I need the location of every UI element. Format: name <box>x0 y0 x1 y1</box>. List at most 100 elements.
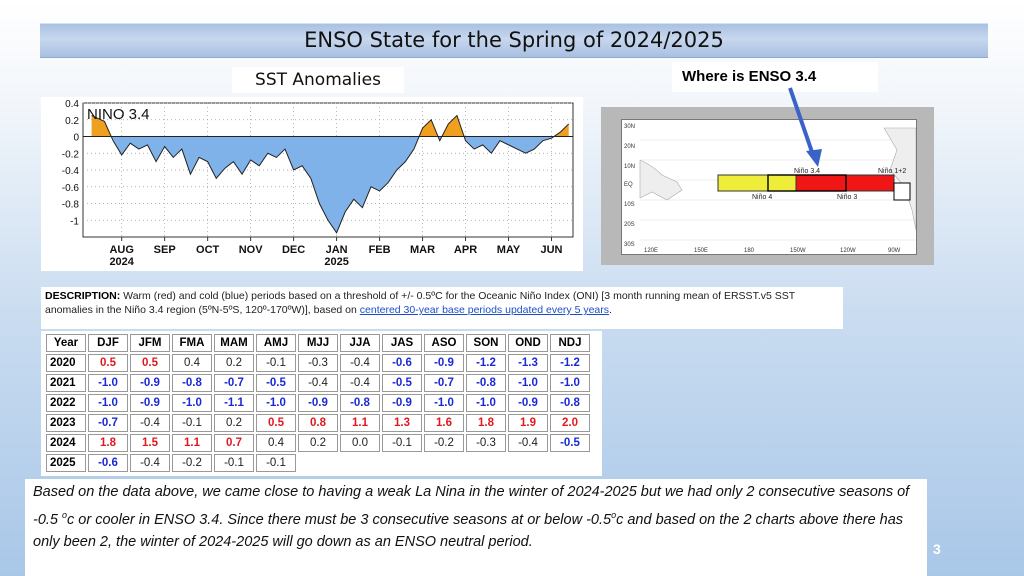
description-end: . <box>609 304 612 316</box>
x-tick-label: APR <box>454 244 477 256</box>
table-header-cell: FMA <box>172 334 212 352</box>
slide-title: ENSO State for the Spring of 2024/2025 <box>304 28 724 52</box>
x-tick-label: OCT <box>196 244 220 256</box>
oni-value-cell: -0.8 <box>466 374 506 392</box>
table-header-cell: Year <box>46 334 86 352</box>
lat-label: 20S <box>624 222 635 228</box>
nino3-region <box>795 174 895 192</box>
nino12-region <box>893 182 911 201</box>
oni-value-cell: -1.0 <box>466 394 506 412</box>
oni-value-cell: 1.8 <box>88 434 128 452</box>
table-row: 2021 -1.0 -0.9 -0.8 -0.7 -0.5 -0.4 -0.4 -0.5 -0.7… <box>46 374 590 392</box>
note-text-2: c or cooler in ENSO 3.4. Since there mus… <box>67 511 612 528</box>
x-tick-label: MAY <box>497 244 521 256</box>
oni-value-cell: -0.5 <box>256 374 296 392</box>
lat-label: 30S <box>624 242 635 248</box>
oni-value-cell: -0.2 <box>172 454 212 472</box>
lon-label: 90W <box>888 248 901 254</box>
lon-label: 120W <box>840 248 856 254</box>
oni-value-cell: -0.8 <box>550 394 590 412</box>
oni-value-cell: 0.5 <box>130 354 170 372</box>
year-cell: 2024 <box>46 434 86 452</box>
degree-symbol: o <box>611 509 617 520</box>
table-header-cell: JAS <box>382 334 422 352</box>
oni-value-cell: -0.9 <box>298 394 338 412</box>
lat-label: 10N <box>624 164 635 170</box>
x-tick-label: NOV <box>239 244 264 256</box>
lon-label: 150W <box>790 248 806 254</box>
map-panel: 30N 20N 10N EQ 10S 20S 30S 120E 150E 180… <box>621 119 917 255</box>
oni-value-cell: -0.6 <box>382 354 422 372</box>
x-tick-label: MAR <box>410 244 435 256</box>
table-row: 2024 1.8 1.5 1.1 0.7 0.4 0.2 0.0 -0.1 -0.2 -0.3 -0.… <box>46 434 590 452</box>
oni-value-cell: -0.4 <box>340 374 380 392</box>
oni-value-cell: -0.1 <box>382 434 422 452</box>
table-header-cell: MJJ <box>298 334 338 352</box>
oni-value-cell: -0.9 <box>424 354 464 372</box>
y-tick-label: -0.4 <box>62 166 80 177</box>
table-header-row: Year DJF JFM FMA MAM AMJ MJJ JJA JAS ASO SON OND NDJ <box>46 334 590 352</box>
oni-table: Year DJF JFM FMA MAM AMJ MJJ JJA JAS ASO SON OND NDJ… <box>44 332 592 474</box>
oni-value-cell: -1.0 <box>172 394 212 412</box>
oni-value-cell: -0.2 <box>424 434 464 452</box>
oni-value-cell: -1.0 <box>88 394 128 412</box>
base-period-link[interactable]: centered 30-year base periods updated ev… <box>359 304 610 316</box>
nino4-region <box>717 174 797 192</box>
oni-value-cell: -0.1 <box>172 414 212 432</box>
sst-anomalies-label: SST Anomalies <box>232 67 404 93</box>
oni-value-cell: -1.3 <box>508 354 548 372</box>
oni-value-cell: 2.0 <box>550 414 590 432</box>
table-header-cell: JFM <box>130 334 170 352</box>
oni-value-cell: 0.0 <box>340 434 380 452</box>
oni-value-cell: 0.2 <box>214 414 254 432</box>
oni-value-cell: -1.1 <box>214 394 254 412</box>
table-row: 2023 -0.7 -0.4 -0.1 0.2 0.5 0.8 1.1 1.3 1.6 1.8 1.9… <box>46 414 590 432</box>
oni-value-cell: 0.4 <box>256 434 296 452</box>
x-year-label: 2024 <box>109 256 134 268</box>
sst-anomaly-chart: 0.4 0.2 0 -0.2 -0.4 -0.6 -0.8 -1 AUG 2024 SEP OCT NO… <box>41 97 583 271</box>
year-cell: 2022 <box>46 394 86 412</box>
oni-value-cell: -0.9 <box>130 374 170 392</box>
lat-label: 30N <box>624 124 635 130</box>
description-label: DESCRIPTION: <box>45 290 121 302</box>
oni-value-cell: 0.5 <box>256 414 296 432</box>
y-tick-label: -0.6 <box>62 183 80 194</box>
oni-table-panel: Year DJF JFM FMA MAM AMJ MJJ JJA JAS ASO SON OND NDJ… <box>41 331 602 476</box>
enso-region-map: 30N 20N 10N EQ 10S 20S 30S 120E 150E 180… <box>601 107 934 265</box>
table-header-cell: ASO <box>424 334 464 352</box>
oni-value-cell: -0.4 <box>340 354 380 372</box>
oni-value-cell: 1.3 <box>382 414 422 432</box>
year-cell: 2023 <box>46 414 86 432</box>
note-text-3: c and based on the 2 charts above there … <box>33 511 904 550</box>
where-is-enso-label: Where is ENSO 3.4 <box>672 62 878 92</box>
oni-value-cell: -0.5 <box>382 374 422 392</box>
oni-value-cell: -0.6 <box>88 454 128 472</box>
oni-value-cell: -0.7 <box>214 374 254 392</box>
year-cell: 2020 <box>46 354 86 372</box>
oni-value-cell: -1.0 <box>256 394 296 412</box>
oni-value-cell: -0.9 <box>382 394 422 412</box>
oni-value-cell: -0.4 <box>130 454 170 472</box>
oni-value-cell: -0.9 <box>508 394 548 412</box>
description-text: DESCRIPTION: Warm (red) and cold (blue) … <box>41 287 843 329</box>
x-year-label: 2025 <box>324 256 348 268</box>
x-tick-label: DEC <box>282 244 305 256</box>
nino34-region <box>767 174 847 192</box>
oni-value-cell: -0.7 <box>424 374 464 392</box>
y-tick-label: -0.8 <box>62 200 80 211</box>
oni-value-cell: -0.3 <box>298 354 338 372</box>
oni-value-cell: -0.7 <box>88 414 128 432</box>
table-header-cell: JJA <box>340 334 380 352</box>
oni-value-cell: -0.1 <box>256 454 296 472</box>
warm-anomaly-area <box>91 115 569 137</box>
chart-title: NINO 3.4 <box>87 106 150 123</box>
lon-label: 180 <box>744 248 755 254</box>
cold-anomaly-area <box>91 136 569 233</box>
oni-value-cell: -0.4 <box>508 434 548 452</box>
oni-value-cell: 1.5 <box>130 434 170 452</box>
degree-symbol: o <box>62 509 68 520</box>
oni-value-cell: -0.1 <box>214 454 254 472</box>
oni-value-cell: -1.0 <box>508 374 548 392</box>
oni-value-cell: 0.2 <box>214 354 254 372</box>
oni-value-cell: -0.8 <box>172 374 212 392</box>
